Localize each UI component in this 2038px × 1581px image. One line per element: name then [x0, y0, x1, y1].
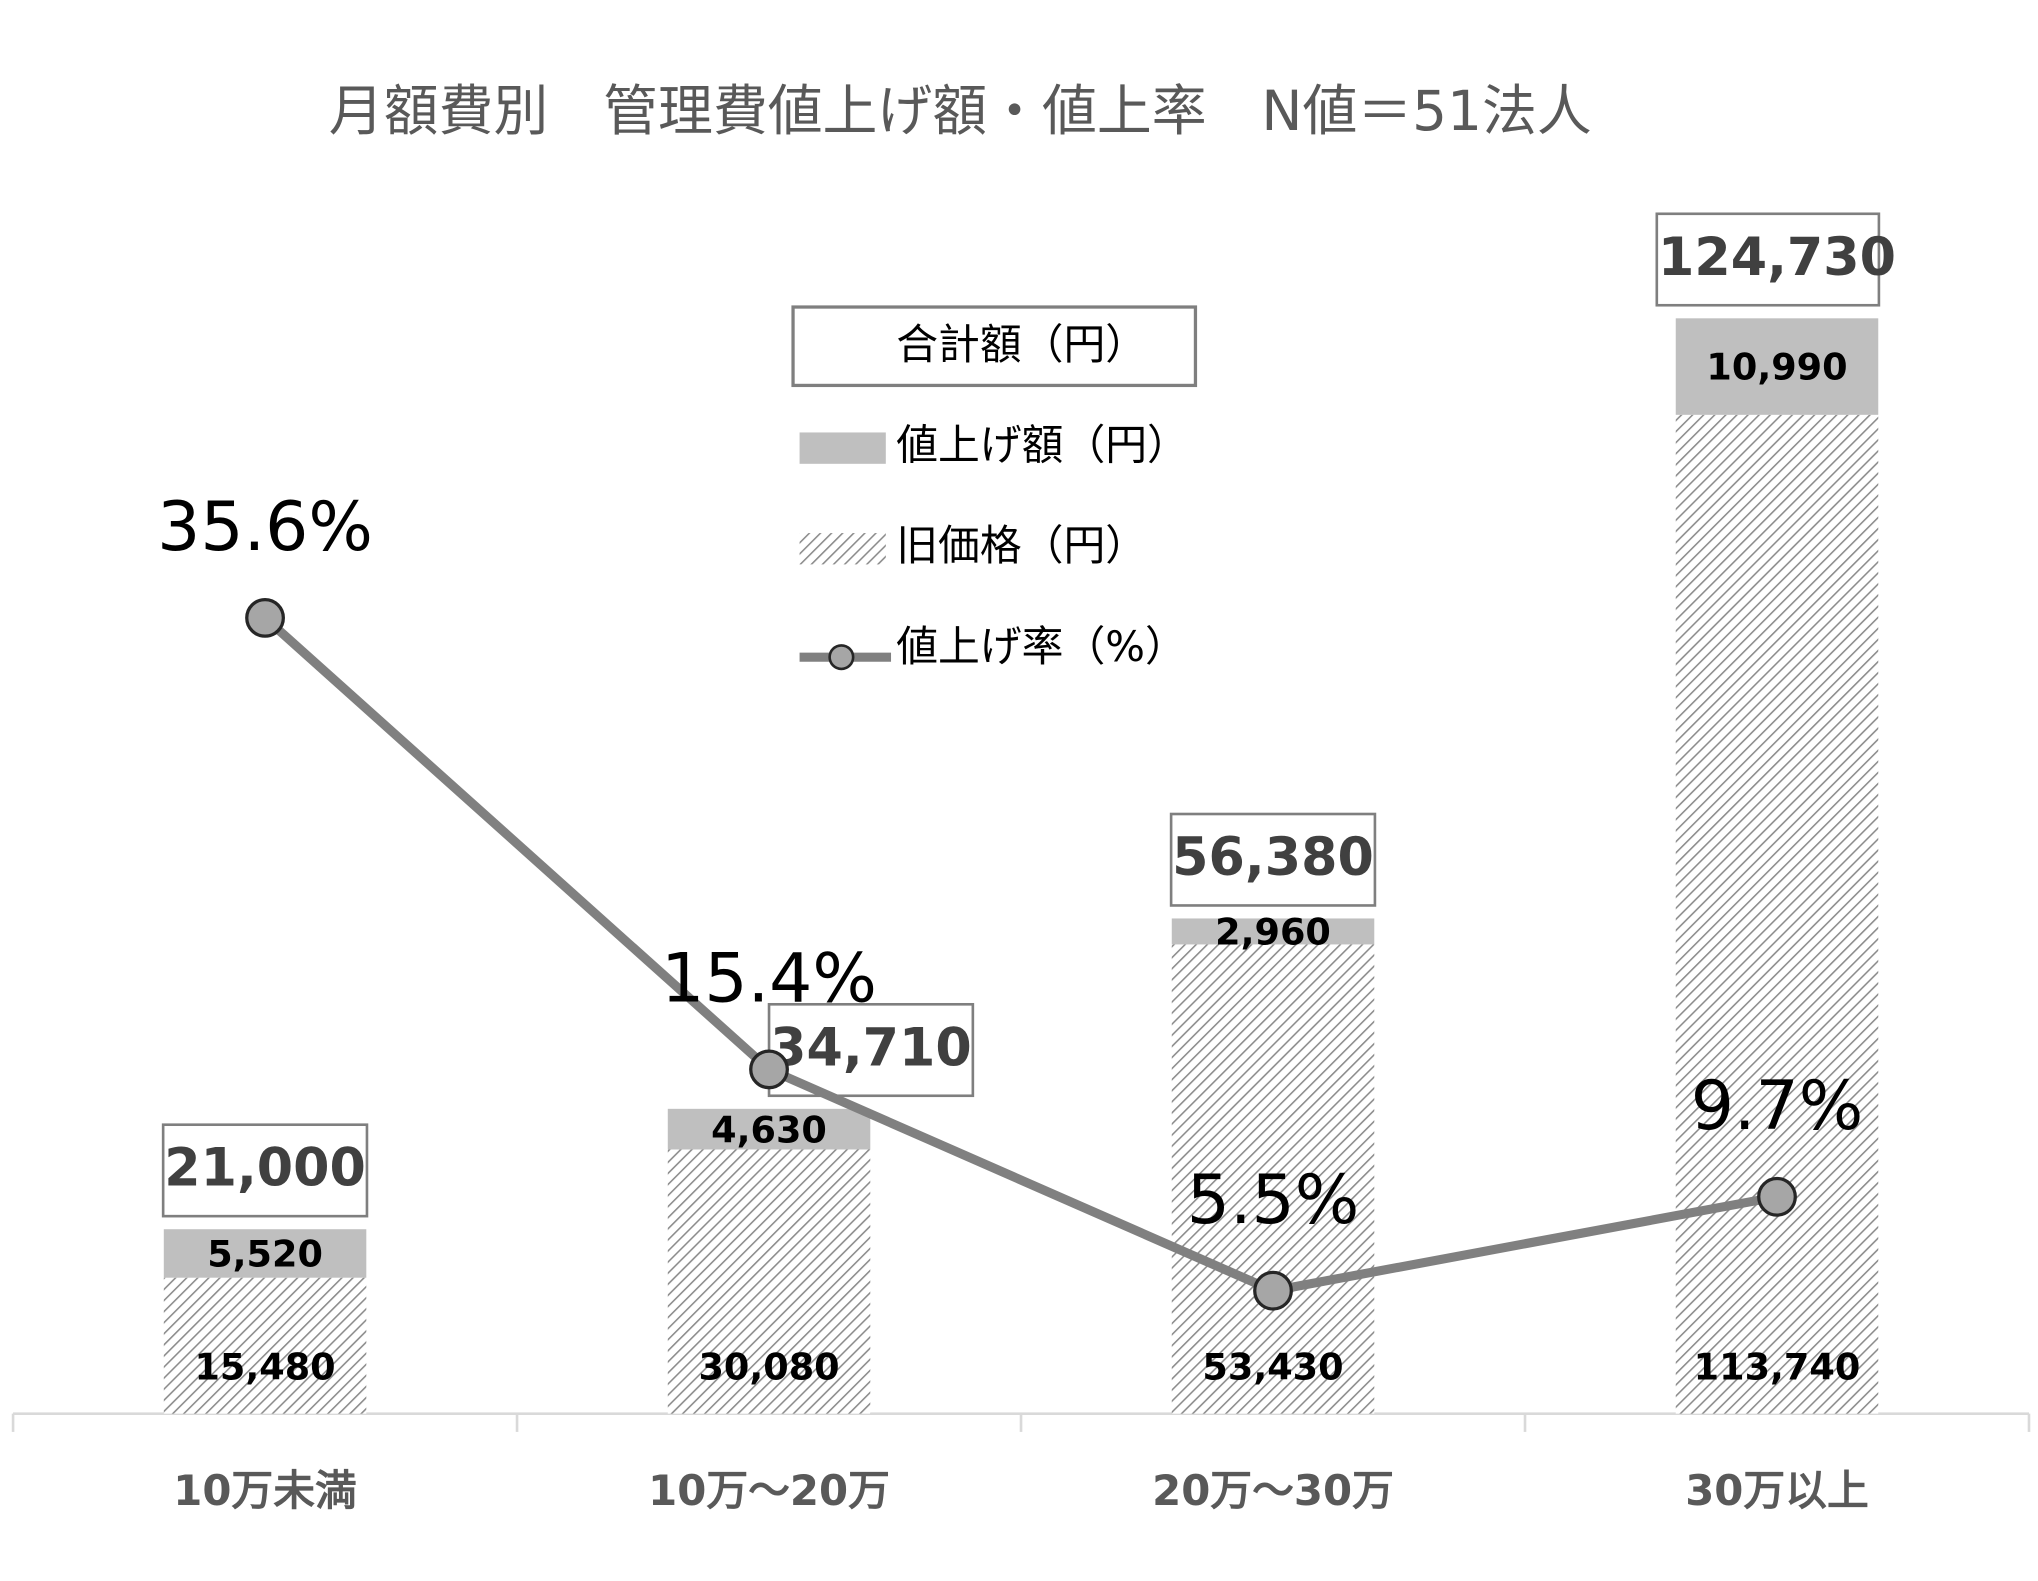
old-price-label: 113,740	[1694, 1346, 1861, 1389]
rate-label: 5.5%	[1187, 1161, 1360, 1240]
bar-old-price	[1675, 414, 1879, 1414]
rate-label: 9.7%	[1691, 1067, 1864, 1146]
total-label-box	[1655, 212, 1881, 307]
bar-increase	[1675, 318, 1879, 415]
old-price-label: 15,480	[194, 1346, 335, 1389]
bar-old-price	[1171, 944, 1375, 1414]
legend-swatch	[799, 533, 886, 565]
total-label-box	[1169, 812, 1377, 907]
x-tick-label: 10万～20万	[648, 1466, 890, 1515]
legend-label: 値上げ率（%）	[896, 622, 1187, 671]
rate-label: 35.6%	[157, 488, 373, 567]
total-label: 34,710	[770, 1017, 972, 1078]
total-label: 21,000	[164, 1138, 366, 1199]
bar-old-price	[163, 1277, 367, 1414]
rate-line	[262, 614, 1778, 1296]
legend-label: 旧価格（円）	[896, 521, 1147, 570]
bar-increase	[163, 1229, 367, 1278]
rate-marker	[1757, 1176, 1797, 1217]
old-price-label: 53,430	[1202, 1346, 1343, 1389]
x-tick-label: 10万未満	[173, 1466, 357, 1515]
increase-label: 4,630	[711, 1108, 827, 1151]
increase-label: 10,990	[1706, 346, 1847, 389]
total-label: 124,730	[1658, 227, 1896, 288]
rate-marker	[245, 597, 285, 638]
total-label-box	[161, 1123, 369, 1218]
chart-title: 月額費別 管理費値上げ額・値上率 N値＝51法人	[329, 79, 1592, 143]
rate-marker	[1253, 1270, 1293, 1311]
total-label: 56,380	[1172, 827, 1374, 888]
increase-label: 2,960	[1215, 911, 1331, 954]
bar-old-price	[667, 1149, 871, 1414]
rate-marker	[749, 1049, 789, 1090]
legend-label: 値上げ額（円）	[896, 421, 1189, 470]
legend-swatch	[799, 432, 886, 464]
bar-increase	[1171, 918, 1375, 945]
increase-label: 5,520	[207, 1233, 323, 1276]
old-price-label: 30,080	[698, 1346, 839, 1389]
legend-label: 合計額（円）	[896, 320, 1147, 369]
legend-swatch	[828, 644, 855, 671]
x-tick-label: 30万以上	[1685, 1466, 1869, 1515]
legend-total-box	[791, 305, 1198, 388]
x-tick-label: 20万～30万	[1152, 1466, 1394, 1515]
rate-label: 15.4%	[661, 940, 877, 1019]
bar-increase	[667, 1108, 871, 1150]
